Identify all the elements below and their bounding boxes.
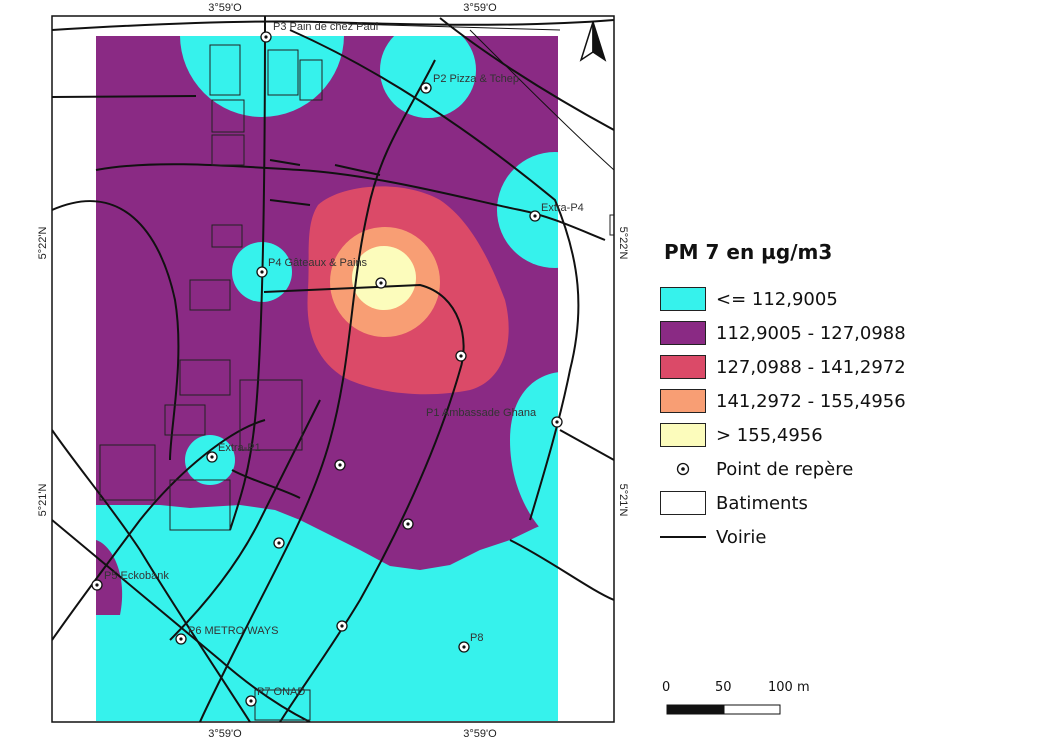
graticule-bottom-right: 3°59'O: [463, 728, 497, 740]
label-extra-p1: Extra-P1: [218, 442, 261, 454]
legend-item-class-3: 127,0988 - 141,2972: [660, 350, 1040, 384]
legend-swatch: [660, 389, 706, 413]
marker-p2: [420, 82, 432, 94]
marker-road-4: [273, 537, 285, 549]
graticule-right-top: 5°22'N: [617, 227, 629, 260]
marker-road-3: [402, 518, 414, 530]
raster-zone-p2: [380, 36, 476, 118]
marker-hotspot: [375, 277, 387, 289]
scale-label-50: 50: [715, 680, 732, 695]
road-line-icon: [660, 525, 706, 549]
legend-title: PM 7 en µg/m3: [664, 240, 833, 264]
label-p1: P1 Ambassade Ghana: [426, 407, 537, 419]
label-p2: P2 Pizza & Tchep: [433, 73, 519, 85]
label-extra-p4: Extra-P4: [541, 202, 584, 214]
label-p5: P5 Eckobank: [104, 570, 169, 582]
marker-extra-p4: [529, 210, 541, 222]
legend-item-class-2: 112,9005 - 127,0988: [660, 316, 1040, 350]
legend-swatch: [660, 287, 706, 311]
marker-p7: [245, 695, 257, 707]
graticule-bottom-left: 3°59'O: [208, 728, 242, 740]
legend-label: 127,0988 - 141,2972: [716, 356, 906, 378]
scale-label-0: 0: [662, 680, 671, 695]
reference-points: [91, 31, 563, 707]
graticule-left-top: 5°22'N: [37, 227, 49, 260]
marker-p4: [256, 266, 268, 278]
raster-class-5: [352, 246, 416, 310]
map-frame: [51, 15, 615, 723]
north-arrow-icon: [579, 21, 607, 62]
marker-p1: [551, 416, 563, 428]
scale-bar-graphic: [666, 704, 781, 715]
marker-road-2: [334, 459, 346, 471]
legend-item-point: Point de repère: [660, 452, 1040, 486]
legend-item-building: Batiments: [660, 486, 1040, 520]
scale-label-100: 100 m: [768, 680, 810, 695]
roads-layer: [52, 16, 614, 722]
legend-label: Point de repère: [716, 458, 854, 480]
buildings-layer: [99, 44, 614, 721]
graticule-top-left: 3°59'O: [208, 2, 242, 14]
label-p6: P6 METRO WAYS: [188, 625, 278, 637]
map-legend: PM 7 en µg/m3 <= 112,9005 112,9005 - 127…: [660, 240, 1040, 554]
marker-extra-p1: [206, 451, 218, 463]
marker-p8: [458, 641, 470, 653]
legend-item-class-1: <= 112,9005: [660, 282, 1040, 316]
graticule-left-bottom: 5°21'N: [37, 484, 49, 517]
legend-label: 112,9005 - 127,0988: [716, 322, 906, 344]
legend-item-class-5: > 155,4956: [660, 418, 1040, 452]
legend-label: > 155,4956: [716, 424, 823, 446]
legend-label: Batiments: [716, 492, 808, 514]
marker-road-5: [336, 620, 348, 632]
marker-road-1: [455, 350, 467, 362]
pm-raster: [96, 36, 558, 721]
marker-p3: [260, 31, 272, 43]
legend-item-road: Voirie: [660, 520, 1040, 554]
legend-item-class-4: 141,2972 - 155,4956: [660, 384, 1040, 418]
label-p4: P4 Gâteaux & Pains: [268, 257, 368, 269]
graticule-top-right: 3°59'O: [463, 2, 497, 14]
raster-zone-p3: [180, 36, 344, 117]
label-p8: P8: [470, 632, 483, 644]
scale-bar: 0 50 100 m: [660, 680, 860, 720]
label-p7: P7 ONAD: [257, 686, 305, 698]
point-marker-icon: [660, 457, 706, 481]
legend-label: Voirie: [716, 526, 767, 548]
raster-zone-extra-p4: [497, 152, 558, 268]
legend-swatch: [660, 321, 706, 345]
building-swatch: [660, 491, 706, 515]
legend-swatch: [660, 355, 706, 379]
legend-swatch: [660, 423, 706, 447]
marker-p5: [91, 579, 103, 591]
raster-class-2-sw: [96, 540, 123, 615]
legend-label: 141,2972 - 155,4956: [716, 390, 906, 412]
marker-p6: [175, 633, 187, 645]
graticule-right-bottom: 5°21'N: [617, 484, 629, 517]
raster-zone-p1: [510, 372, 558, 528]
legend-label: <= 112,9005: [716, 288, 838, 310]
label-p3: P3 Pain de chez Paul: [273, 21, 378, 33]
raster-class-1-south: [96, 505, 558, 721]
